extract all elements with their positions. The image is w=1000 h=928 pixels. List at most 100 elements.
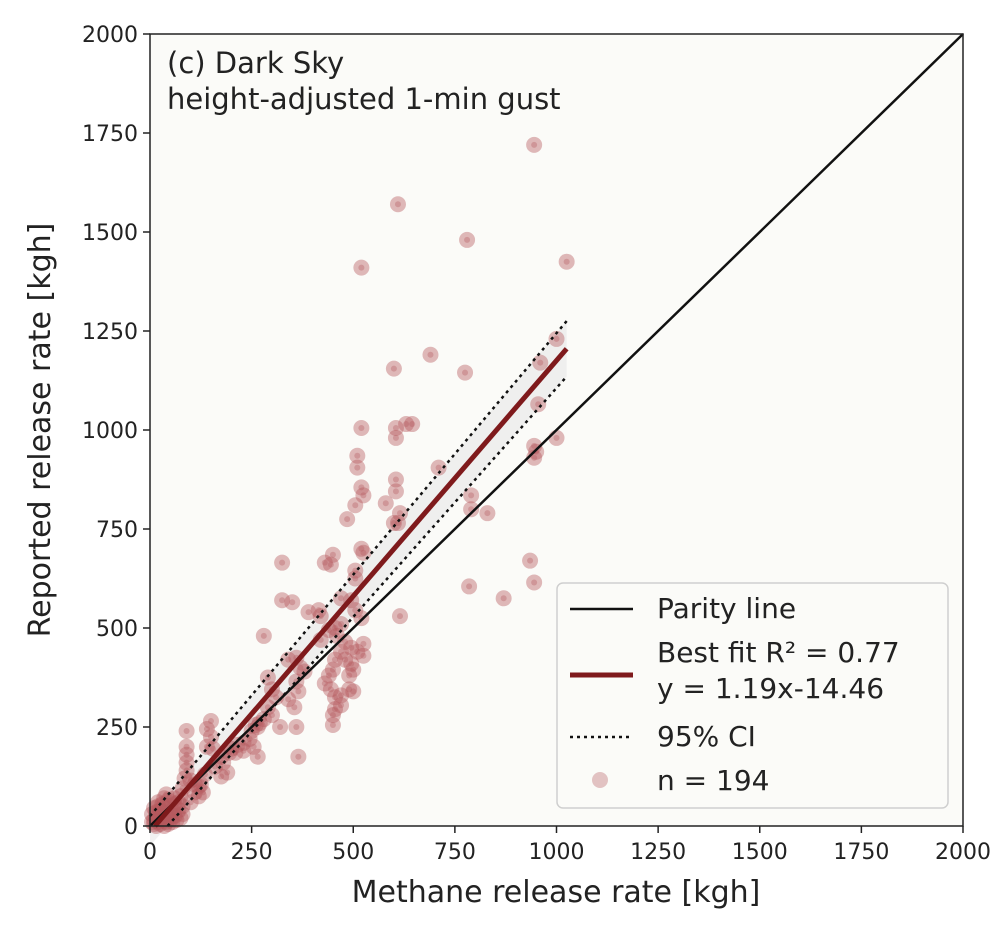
data-point [385,360,402,377]
data-point [178,746,195,763]
data-point [194,784,211,801]
data-point [290,748,307,765]
legend-point-swatch [592,772,608,788]
data-point [349,447,366,464]
data-point [558,253,575,270]
x-axis-label: Methane release rate [kgh] [352,875,761,910]
data-point [312,608,329,625]
legend-box [556,582,949,809]
data-point [326,689,343,706]
data-point [548,429,565,446]
data-point [391,505,408,522]
data-point [391,608,408,625]
data-point [341,667,358,684]
data-point [213,768,230,785]
data-point [526,136,543,153]
data-point [274,554,291,571]
data-point [310,602,327,619]
best-fit-line [153,347,569,828]
data-point [353,479,370,496]
data-point [530,396,547,413]
data-point [324,707,341,724]
data-point [300,604,317,621]
data-point [526,449,543,466]
data-point [168,812,185,829]
data-point [398,416,415,433]
legend: Parity line Best fit R² = 0.77 y = 1.19x… [556,582,949,809]
data-point [457,364,474,381]
y-tick-label: 1250 [82,320,138,345]
y-tick-label: 750 [96,518,138,543]
data-point [249,748,266,765]
axis-ticks: 0 250 500 750 1000 1250 1500 1750 2000 0 250 500 750… [82,23,991,865]
y-tick-label: 0 [124,815,138,840]
legend-n-label: n = 194 [657,764,769,797]
data-point [339,511,356,528]
legend-parity-label: Parity line [657,592,796,625]
data-point [202,728,219,745]
data-point [255,627,272,644]
x-tick-label: 1500 [732,840,788,865]
data-point [347,497,364,514]
data-point [241,730,258,747]
data-point [404,416,421,433]
data-point [387,420,404,437]
data-point [333,697,350,714]
data-point [182,794,199,811]
data-point [326,701,343,718]
data-point [522,552,539,569]
data-point [154,796,171,813]
data-point [326,651,343,668]
data-point [463,501,480,518]
ci-upper-line [149,320,568,817]
x-tick-label: 0 [143,840,157,865]
data-point [355,635,372,652]
data-point [548,330,565,347]
data-point [343,639,360,656]
data-point [337,633,354,650]
data-point [272,719,289,735]
ci-lower-line [166,375,568,827]
data-point [385,515,402,532]
data-point [337,651,354,668]
y-tick-label: 250 [96,716,138,741]
chart-subtitle: height-adjusted 1-min gust [167,82,561,116]
y-tick-label: 1500 [82,221,138,246]
chart-title: (c) Dark Sky [167,46,344,80]
legend-ci-label: 95% CI [657,720,756,753]
data-point [190,788,207,805]
y-tick-label: 500 [96,617,138,642]
data-point [202,713,219,730]
data-point [288,719,305,735]
data-point [274,592,291,609]
data-point [324,717,341,734]
data-point [526,437,543,454]
data-point [353,420,370,437]
data-point [377,495,394,512]
x-tick-label: 500 [332,840,374,865]
legend-fit-equation: y = 1.19x-14.46 [657,672,884,705]
data-point [387,429,404,446]
data-point [290,683,307,700]
y-axis-label: Reported release rate [kgh] [23,223,58,638]
data-point [355,544,372,561]
data-point [347,570,364,587]
data-point [495,590,512,607]
data-point [227,744,244,761]
data-point [389,196,406,213]
data-point [422,346,439,363]
data-point [355,647,372,664]
data-point [387,471,404,488]
data-point [174,806,191,823]
x-tick-label: 750 [434,840,476,865]
data-point [349,459,366,476]
data-point [324,661,341,678]
data-point [322,556,339,573]
data-point [166,808,183,825]
data-point [333,687,350,704]
data-point [459,231,476,248]
data-point [349,643,366,660]
legend-fit-label: Best fit R² = 0.77 [657,636,900,669]
data-point [343,655,360,672]
